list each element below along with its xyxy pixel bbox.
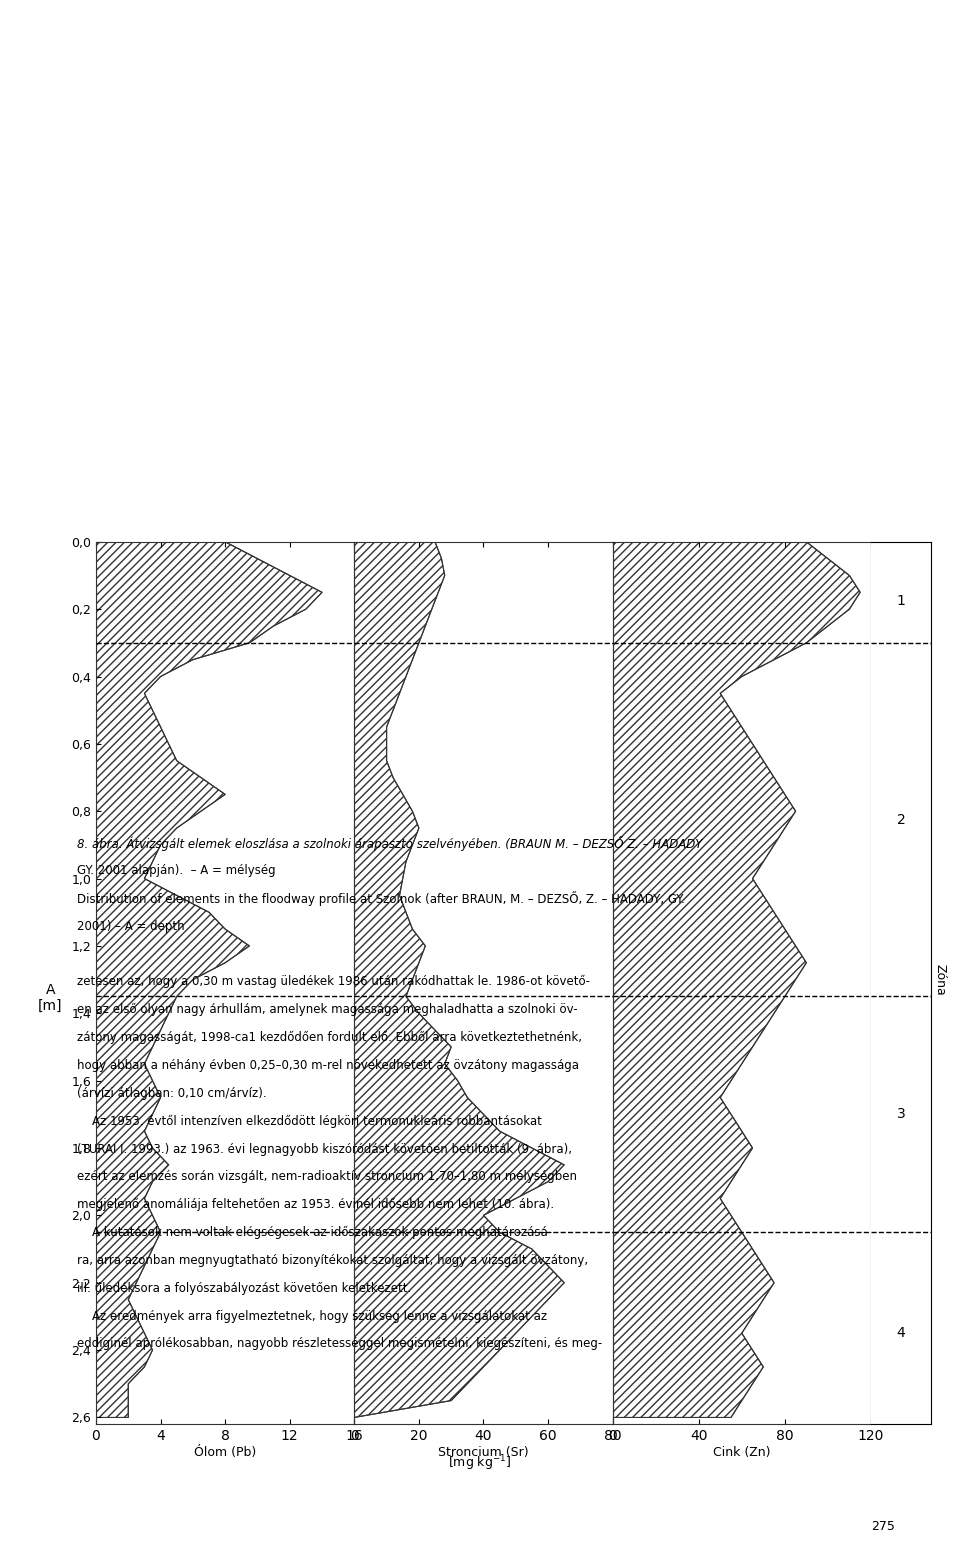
Text: [mg kg$^{-1}$]: [mg kg$^{-1}$] [448,1454,512,1472]
Text: ill. üledéksora a folyószabályozást követően keletkezett.: ill. üledéksora a folyószabályozást köve… [77,1282,411,1294]
Text: Zóna: Zóna [934,964,947,995]
Text: ra, arra azonban megnyugtatható bizonyítékokat szolgáltat, hogy a vizsgált övzát: ra, arra azonban megnyugtatható bizonyít… [77,1254,588,1266]
Y-axis label: A
[m]: A [m] [38,983,62,1014]
Text: Distribution of elements in the floodway profile at Szolnok (after BRAUN, M. – D: Distribution of elements in the floodway… [77,892,684,907]
Text: 3: 3 [897,1107,905,1121]
Text: 1: 1 [897,594,905,608]
Text: A kutatások nem voltak elégségesek az időszakaszok pontos meghatározásá-: A kutatások nem voltak elégségesek az id… [77,1226,552,1238]
Text: Az eredmények arra figyelmeztetnek, hogy szükség lenne a vizsgálatokat az: Az eredmények arra figyelmeztetnek, hogy… [77,1310,547,1322]
Text: 8. ábra. Átvizsgált elemek eloszlása a szolnoki árapasztó szelvényében. (BRAUN M: 8. ábra. Átvizsgált elemek eloszlása a s… [77,836,702,851]
Text: zátony magasságát, 1998-ca1 kezdődően fordult elő. Ebből arra következtethetnénk: zátony magasságát, 1998-ca1 kezdődően fo… [77,1031,582,1043]
Text: zetesen az, hogy a 0,30 m vastag üledékek 1986 után rakódhattak le. 1986-ot köve: zetesen az, hogy a 0,30 m vastag üledéke… [77,975,589,988]
Text: (árvízi átlagban: 0,10 cm/árvíz).: (árvízi átlagban: 0,10 cm/árvíz). [77,1087,267,1099]
Text: (TURAI I. 1993.) az 1963. évi legnagyobb kiszóródást követően betiltották (9. áb: (TURAI I. 1993.) az 1963. évi legnagyobb… [77,1142,572,1155]
X-axis label: Ólom (Pb): Ólom (Pb) [194,1446,256,1458]
X-axis label: Cink (Zn): Cink (Zn) [713,1446,771,1458]
Text: 4: 4 [897,1327,905,1341]
Text: eddiginél aprólékosabban, nagyobb részletességgel megismételni, kiegészíteni, és: eddiginél aprólékosabban, nagyobb részle… [77,1337,602,1350]
Text: 2: 2 [897,813,905,827]
Text: 2001) – A = depth: 2001) – A = depth [77,920,184,932]
Text: 275: 275 [872,1520,895,1533]
Text: hogy abban a néhány évben 0,25–0,30 m-rel növekedhetett az övzátony magassága: hogy abban a néhány évben 0,25–0,30 m-re… [77,1059,579,1071]
Text: GY. 2001 alapján).  – A = mélység: GY. 2001 alapján). – A = mélység [77,864,276,876]
X-axis label: Stroncium (Sr): Stroncium (Sr) [438,1446,529,1458]
Text: Az 1953. évtől intenzíven elkezdődött légköri termonukleáris robbantásokat: Az 1953. évtől intenzíven elkezdődött lé… [77,1115,541,1127]
Text: megjelenő anomáliája feltehetően az 1953. évinél idősebb nem lehet (10. ábra).: megjelenő anomáliája feltehetően az 1953… [77,1198,554,1211]
Text: en az első olyan nagy árhullám, amelynek magassága meghaladhatta a szolnoki öv-: en az első olyan nagy árhullám, amelynek… [77,1003,577,1015]
Text: ezért az elemzés során vizsgált, nem-radioaktív stroncium 1,70–1,80 m mélységben: ezért az elemzés során vizsgált, nem-rad… [77,1170,577,1183]
